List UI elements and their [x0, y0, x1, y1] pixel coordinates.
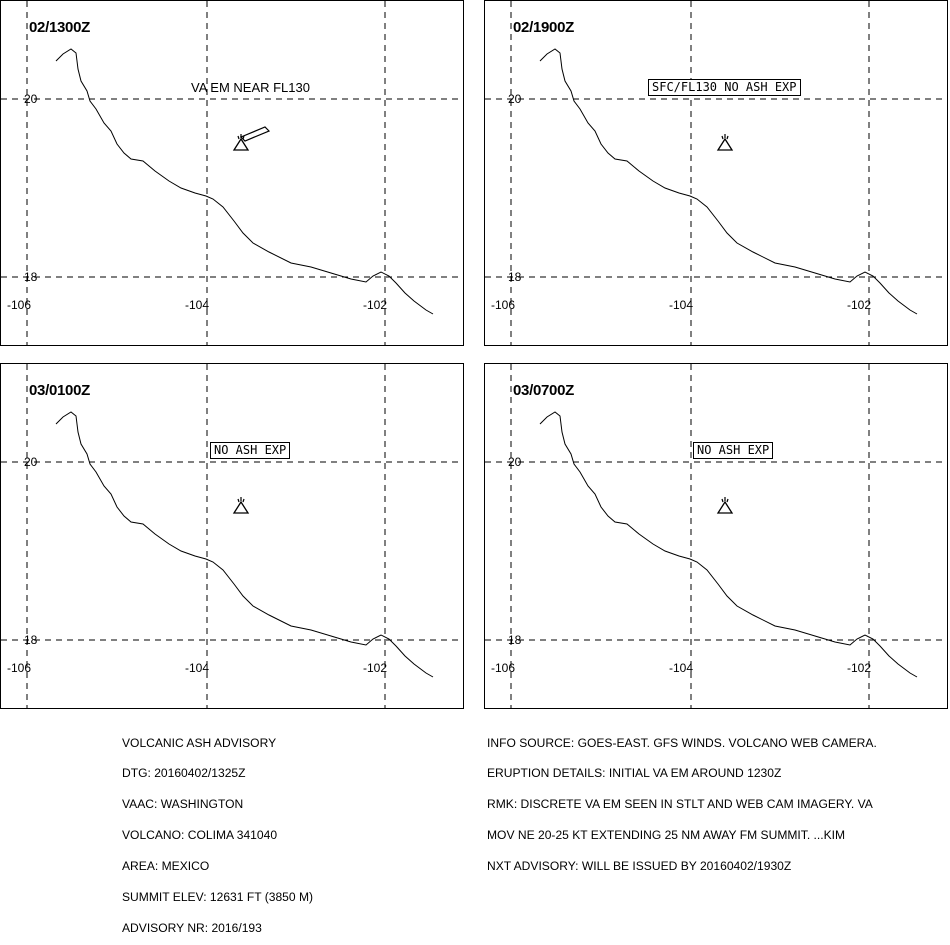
volcano-triangle-icon [232, 134, 250, 151]
panel-valid-time: 03/0100Z [29, 382, 90, 399]
remarks-line: INFO SOURCE: GOES-EAST. GFS WINDS. VOLCA… [487, 737, 877, 750]
advisory-line: VOLCANIC ASH ADVISORY [122, 737, 277, 750]
ash-forecast-note: VA EM NEAR FL130 [191, 80, 310, 95]
advisory-line: SUMMIT ELEV: 12631 FT (3850 M) [122, 892, 314, 905]
longitude-label: -106 [7, 661, 32, 675]
advisory-line: VOLCANO: COLIMA 341040 [122, 830, 278, 843]
latitude-label: 18 [508, 270, 522, 284]
forecast-panel: 03/0100Z 20 18 -106 -104 -102 NO ASH EXP [0, 363, 464, 709]
longitude-label: -102 [363, 661, 388, 675]
advisory-remarks-block: INFO SOURCE: GOES-EAST. GFS WINDS. VOLCA… [487, 718, 877, 883]
longitude-label: -104 [669, 298, 694, 312]
longitude-label: -102 [847, 298, 872, 312]
map-canvas [1, 364, 463, 708]
coastline [539, 411, 918, 678]
map-canvas [485, 1, 947, 345]
advisory-line: AREA: MEXICO [122, 861, 210, 874]
ash-forecast-note: NO ASH EXP [210, 442, 291, 459]
ash-forecast-note: NO ASH EXP [693, 442, 774, 459]
latitude-label: 18 [24, 633, 38, 647]
panel-valid-time: 03/0700Z [513, 382, 574, 399]
forecast-panel: 03/0700Z 20 18 -106 -104 -102 NO ASH EXP [484, 363, 948, 709]
remarks-line: NXT ADVISORY: WILL BE ISSUED BY 20160402… [487, 861, 792, 874]
remarks-line: RMK: DISCRETE VA EM SEEN IN STLT AND WEB… [487, 799, 873, 812]
longitude-label: -102 [847, 661, 872, 675]
remarks-line: ERUPTION DETAILS: INITIAL VA EM AROUND 1… [487, 768, 782, 781]
forecast-panel: 02/1300Z 20 18 -106 -104 -102 VA EM NEAR FL130 [0, 0, 464, 346]
latitude-label: 20 [24, 92, 38, 106]
longitude-label: -106 [491, 661, 516, 675]
coastline [55, 411, 434, 678]
advisory-line: VAAC: WASHINGTON [122, 799, 244, 812]
latitude-label: 20 [508, 92, 522, 106]
remarks-line: MOV NE 20-25 KT EXTENDING 25 NM AWAY FM … [487, 830, 846, 843]
longitude-label: -104 [669, 661, 694, 675]
advisory-line: ADVISORY NR: 2016/193 [122, 922, 262, 935]
ash-forecast-note: SFC/FL130 NO ASH EXP [648, 79, 801, 96]
advisory-line: DTG: 20160402/1325Z [122, 768, 246, 781]
volcano-triangle-icon [716, 497, 734, 514]
ash-plume-polygon [239, 126, 271, 142]
longitude-label: -104 [185, 298, 210, 312]
advisory-header-block: VOLCANIC ASH ADVISORY DTG: 20160402/1325… [122, 718, 313, 945]
panel-valid-time: 02/1900Z [513, 19, 574, 36]
longitude-label: -106 [7, 298, 32, 312]
coastline [539, 48, 918, 315]
latitude-label: 20 [24, 455, 38, 469]
latitude-label: 18 [24, 270, 38, 284]
map-canvas [1, 1, 463, 345]
latitude-label: 20 [508, 455, 522, 469]
longitude-label: -102 [363, 298, 388, 312]
volcano-triangle-icon [716, 134, 734, 151]
map-canvas [485, 364, 947, 708]
panel-valid-time: 02/1300Z [29, 19, 90, 36]
latitude-label: 18 [508, 633, 522, 647]
volcano-triangle-icon [232, 497, 250, 514]
longitude-label: -106 [491, 298, 516, 312]
coastline [55, 48, 434, 315]
longitude-label: -104 [185, 661, 210, 675]
forecast-panel: 02/1900Z 20 18 -106 -104 -102 SFC/FL130 NO ASH… [484, 0, 948, 346]
